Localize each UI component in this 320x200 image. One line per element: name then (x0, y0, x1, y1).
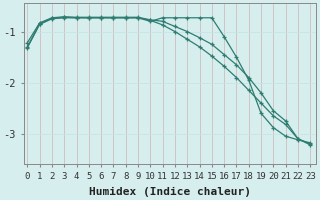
X-axis label: Humidex (Indice chaleur): Humidex (Indice chaleur) (89, 186, 251, 197)
